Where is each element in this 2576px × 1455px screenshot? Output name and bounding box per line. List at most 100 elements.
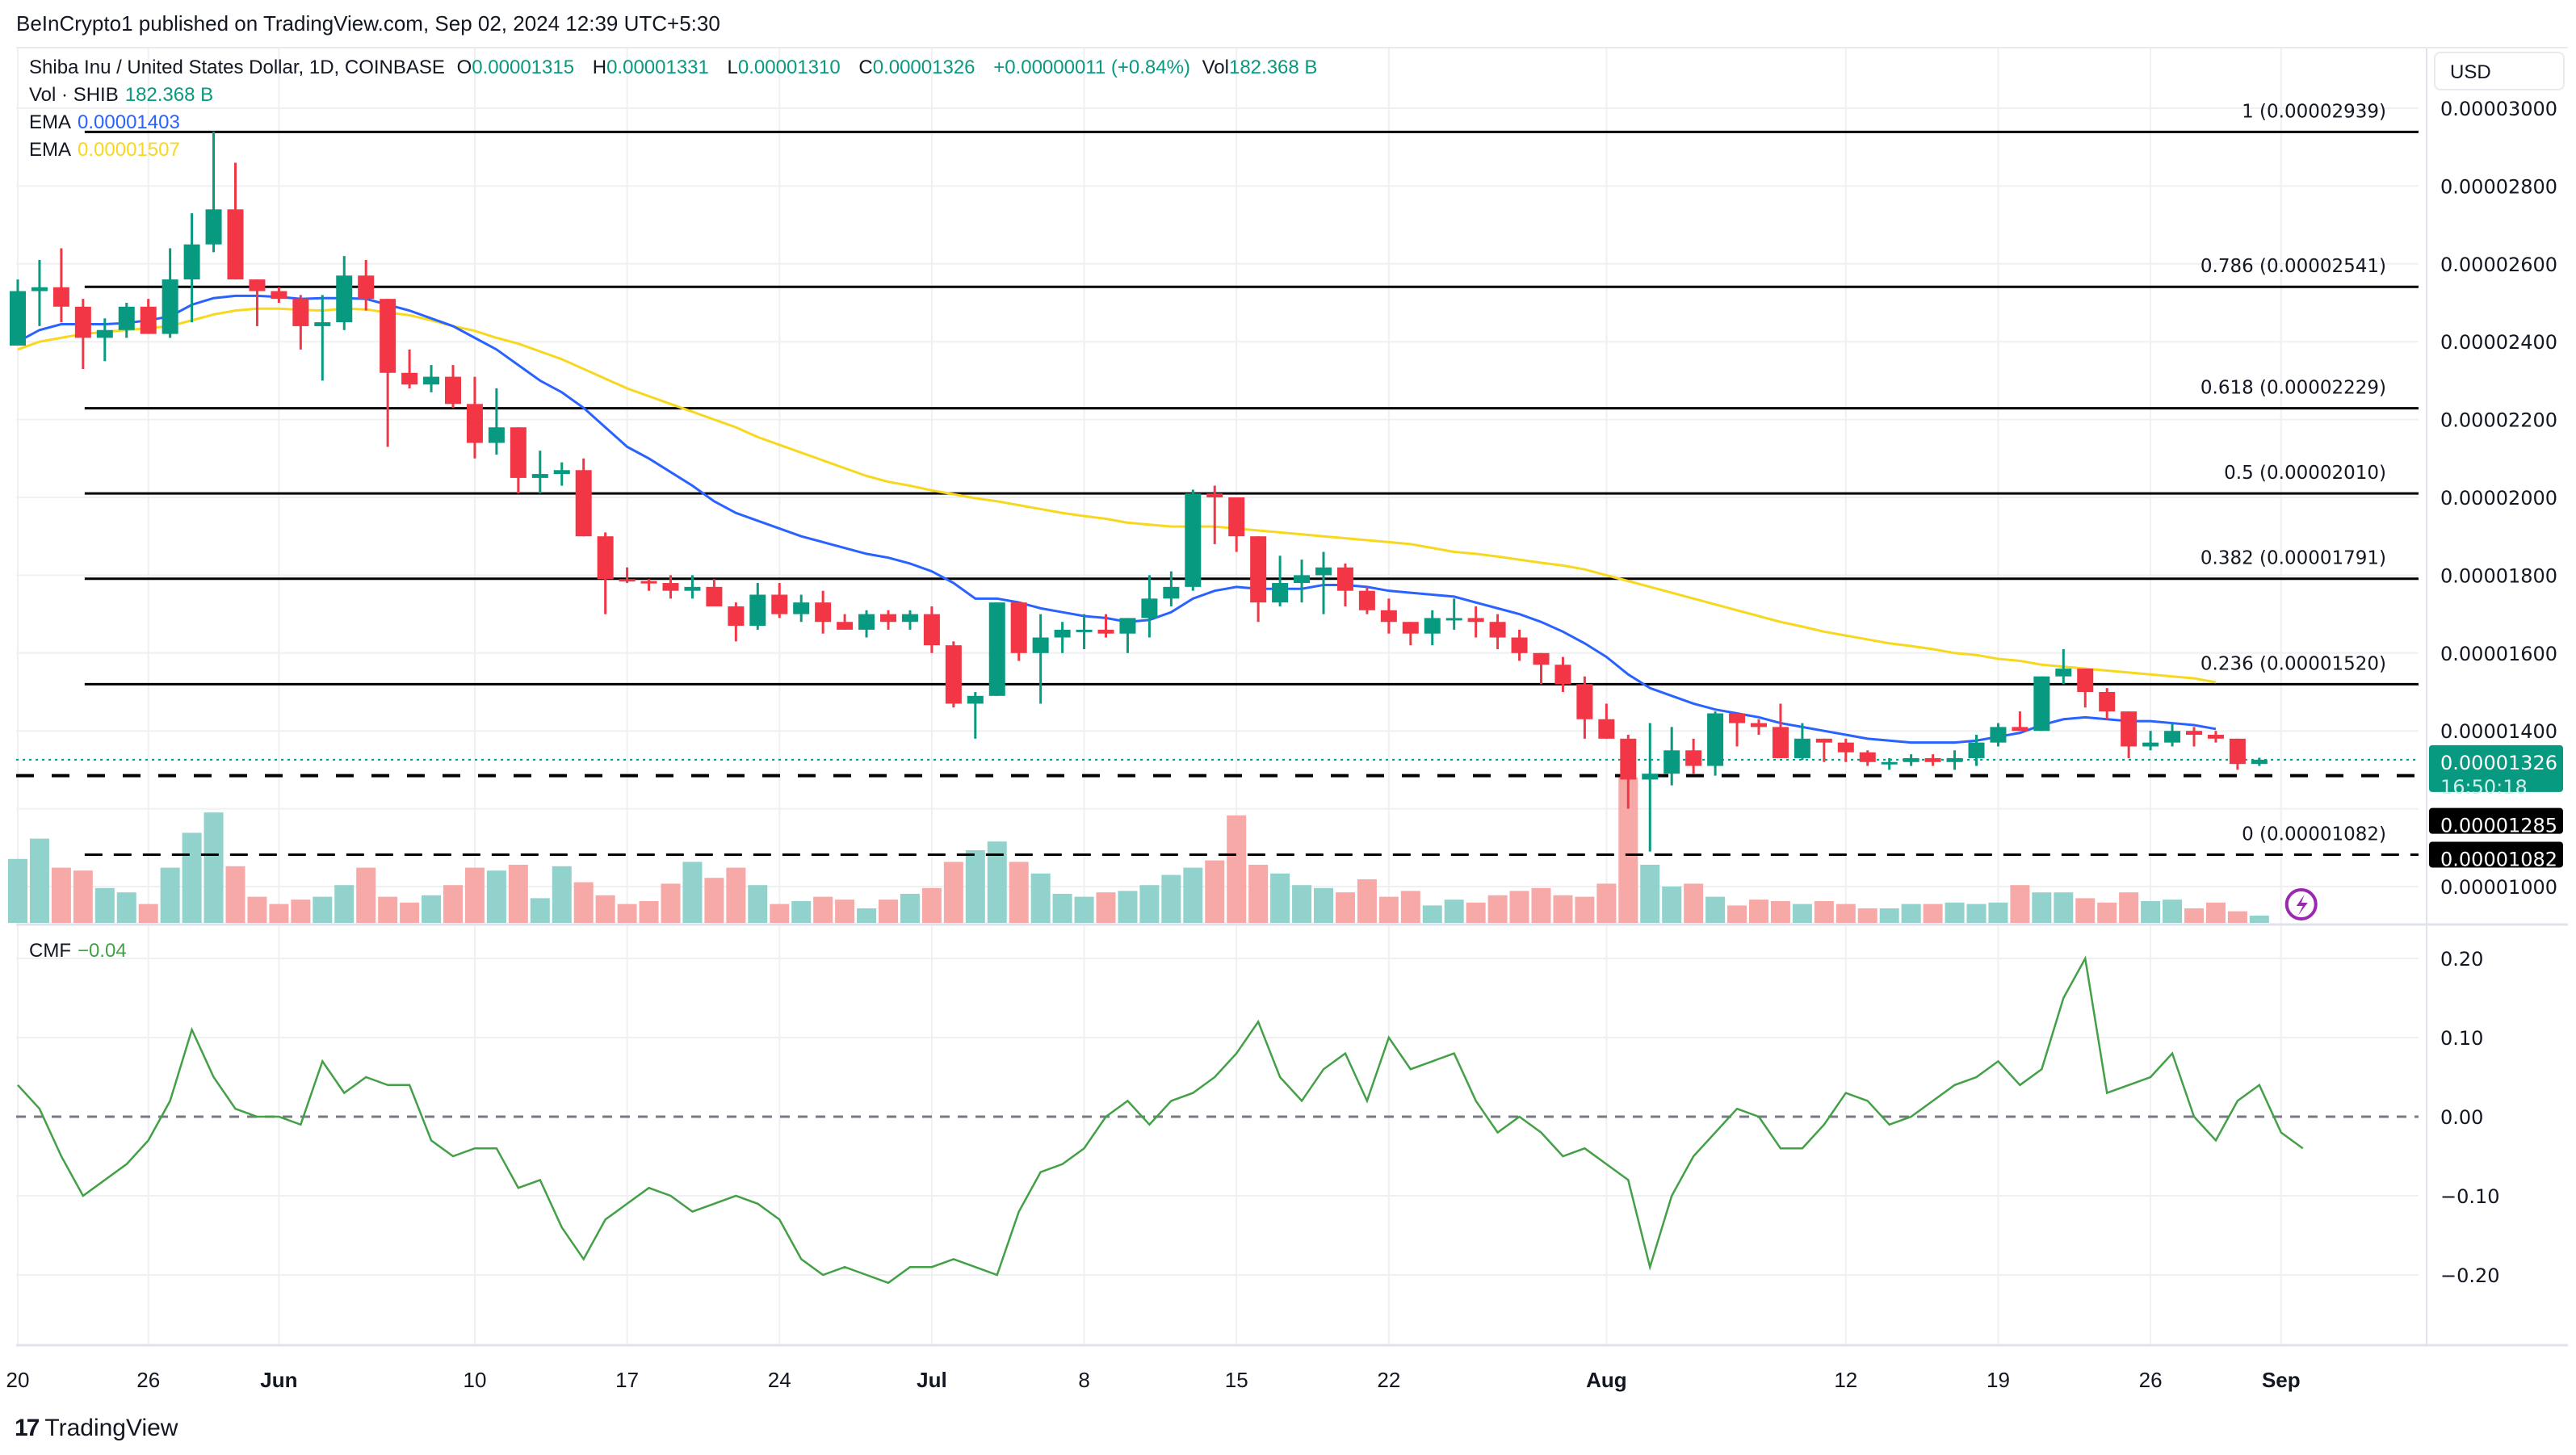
candle-body [423,376,440,385]
candle-body [2186,731,2202,736]
volume-bar [1118,891,1138,923]
fib-label: 0.5 (0.00002010) [2224,463,2386,484]
volume-bar [2032,892,2052,923]
time-axis-label: Aug [1586,1368,1627,1392]
candle-body [2012,727,2028,732]
high-value: 0.00001331 [606,57,709,78]
symbol-title: Shiba Inu / United States Dollar, 1D, CO… [29,57,445,78]
volume-bar [1988,902,2008,923]
candle-body [1380,610,1397,623]
volume-bar [51,867,71,923]
candle-body [901,614,918,623]
candle-body [1097,629,1114,634]
candle-body [227,209,244,280]
fib-zero-price-tag [2429,841,2563,868]
price-axis-label: 0.00003000 [2440,98,2557,120]
candle-body [336,275,353,323]
candle-body [1751,723,1767,728]
candle-body [1554,665,1571,685]
volume-bar [791,901,812,923]
candle-body [1010,602,1027,653]
candle-body [749,594,766,627]
volume-bar [160,867,180,923]
cmf-axis-label: 0.00 [2440,1106,2483,1129]
volume-bar [879,899,898,923]
candle-body [1119,618,1136,634]
price-axis-label: 0.00001600 [2440,643,2557,665]
change-value: +0.00000011 (+0.84%) [993,57,1190,78]
candle-body [923,614,940,646]
candle-body [1336,567,1353,591]
candle-body [1620,738,1637,780]
volume-bar [2227,911,2247,923]
volume-bar [1030,873,1051,923]
volume-bar [116,892,136,923]
volume-bar [900,894,920,923]
volume-bar [2119,892,2139,923]
candle-body [183,244,200,280]
volume-bar [8,858,27,923]
fib-label: 0 (0.00001082) [2242,824,2386,845]
candle-body [2121,711,2138,747]
candle-body [1881,761,1898,765]
candle-body [2077,669,2094,692]
candle-body [662,583,679,591]
volume-bar [1378,896,1399,923]
candle-body [1663,750,1680,774]
candle-body [815,602,832,623]
price-axis-label: 0.00001400 [2440,720,2557,743]
candle-body [10,291,26,346]
cmf-axis-label: −0.10 [2440,1185,2500,1208]
close-value: 0.00001326 [872,57,975,78]
volume-bar [1074,896,1094,923]
volume-bar [1444,899,1464,923]
candle-body [358,275,375,300]
open-value: 0.00001315 [472,57,575,78]
volume-bar [943,862,963,923]
candle-body [380,299,396,373]
cmf-line [17,955,2304,1285]
candle-body [880,614,896,623]
volume-bar [138,904,158,923]
time-axis-label: 22 [1377,1368,1400,1392]
time-axis-label: Sep [2262,1368,2301,1392]
candle-body [1642,774,1659,780]
volume-bar [291,899,311,923]
currency-button[interactable]: USD [2434,52,2565,90]
volume-bar [1836,904,1856,923]
volume-bar [748,885,768,923]
cmf-axis-label: 0.10 [2440,1027,2483,1050]
candle-body [249,279,266,291]
fib-label: 0.236 (0.00001520) [2201,653,2386,674]
volume-bar [1205,860,1225,923]
ema-fast-legend: EMA 0.00001403 [29,111,180,133]
candle-body [2142,742,2159,747]
candle-body [488,427,505,443]
fib-label: 0.786 (0.00002541) [2201,256,2386,277]
volume-bar [726,867,746,923]
volume-bar [1052,894,1072,923]
candle-body [967,695,984,704]
volume-bar [182,832,202,923]
volume-bar [1509,891,1529,923]
volume-bar [1662,887,1682,923]
candle-body [706,586,723,606]
time-axis-label: 26 [2139,1368,2163,1392]
cmf-axis-label: 0.20 [2440,948,2483,971]
candle-body [640,581,657,584]
candle-body [1185,493,1202,587]
time-axis-label: 10 [463,1368,486,1392]
volume-bar [443,885,463,923]
time-axis-label: 8 [1078,1368,1089,1392]
symbol-legend: Shiba Inu / United States Dollar, 1D, CO… [29,57,1318,78]
volume-bar [682,862,703,923]
candle-body [162,279,178,334]
candle-body [1402,622,1419,634]
candle-body [728,606,745,627]
time-axis-label: 17 [615,1368,639,1392]
candle-body [1946,757,1963,762]
low-value: 0.00001310 [737,57,841,78]
last-price-tag-text: 0.00001326 [2440,752,2557,774]
volume-bar [486,870,506,923]
